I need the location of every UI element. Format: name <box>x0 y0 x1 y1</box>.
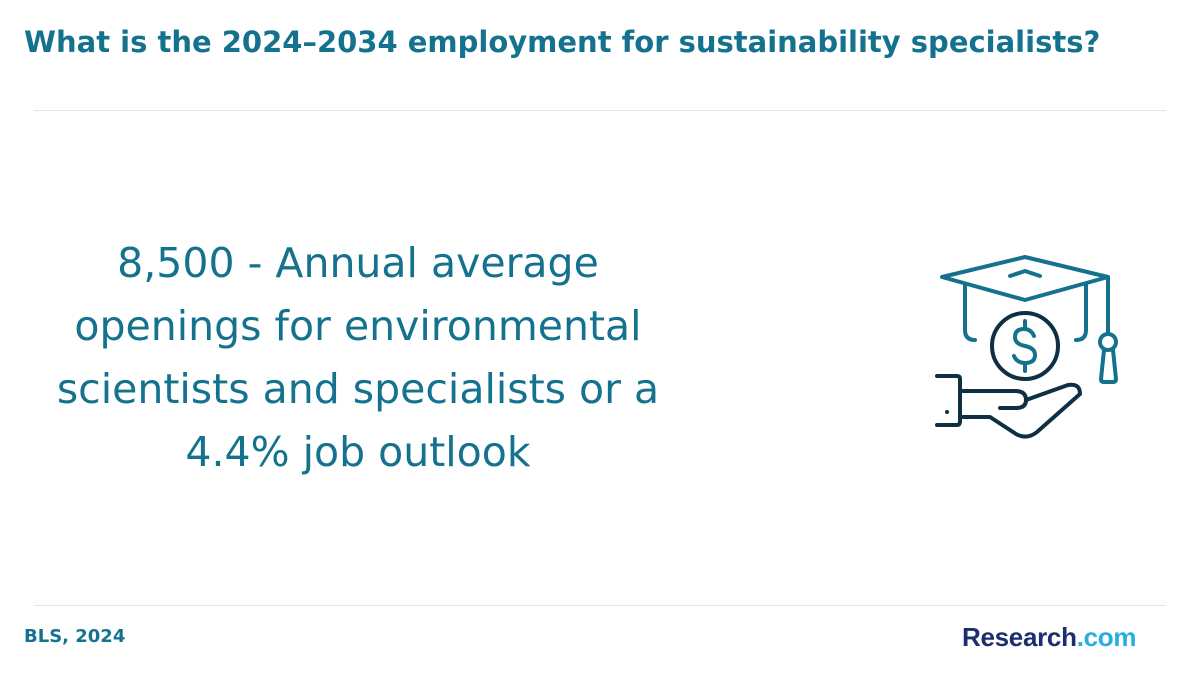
page-title: What is the 2024–2034 employment for sus… <box>24 25 1101 59</box>
logo-domain: .com <box>1076 622 1137 652</box>
graduation-cap-money-hand-icon <box>930 250 1125 445</box>
top-divider <box>34 110 1166 111</box>
brand-logo[interactable]: Research.com <box>962 620 1136 654</box>
statistic-text: 8,500 - Annual average openings for envi… <box>56 239 660 476</box>
logo-wordmark: Research <box>962 622 1077 652</box>
source-label: BLS, 2024 <box>24 626 126 647</box>
bottom-divider <box>34 605 1166 606</box>
